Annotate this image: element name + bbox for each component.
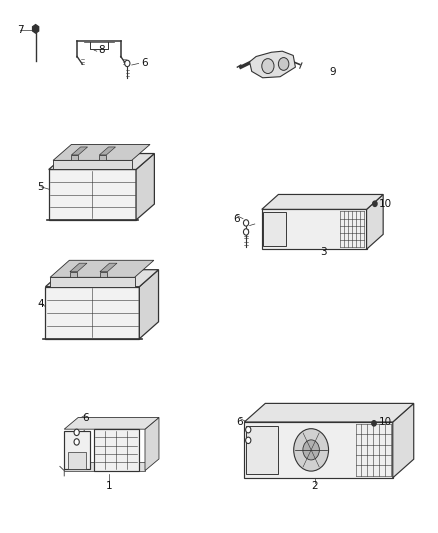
Text: 10: 10 xyxy=(378,417,392,427)
Polygon shape xyxy=(64,417,159,429)
Polygon shape xyxy=(71,147,88,155)
Text: 3: 3 xyxy=(321,247,327,256)
Polygon shape xyxy=(367,195,383,249)
Bar xyxy=(244,422,393,478)
Text: 6: 6 xyxy=(141,59,148,68)
Text: 5: 5 xyxy=(38,182,44,192)
FancyBboxPatch shape xyxy=(46,287,139,339)
Circle shape xyxy=(74,439,79,445)
Circle shape xyxy=(125,60,130,67)
Text: 8: 8 xyxy=(98,45,104,54)
Polygon shape xyxy=(99,147,116,155)
Bar xyxy=(71,155,78,160)
Bar xyxy=(64,462,145,471)
Bar xyxy=(262,209,367,249)
Polygon shape xyxy=(393,403,414,478)
Polygon shape xyxy=(100,263,117,272)
Bar xyxy=(64,431,90,469)
Text: 7: 7 xyxy=(17,25,24,35)
Circle shape xyxy=(244,229,249,235)
Polygon shape xyxy=(244,403,414,422)
Polygon shape xyxy=(139,270,159,339)
Circle shape xyxy=(294,429,328,471)
Polygon shape xyxy=(46,270,159,287)
Bar xyxy=(263,212,286,246)
Circle shape xyxy=(303,440,319,460)
Text: 6: 6 xyxy=(82,413,89,423)
Text: 10: 10 xyxy=(378,199,392,209)
Bar xyxy=(50,277,134,287)
Polygon shape xyxy=(250,51,295,78)
Text: 9: 9 xyxy=(329,68,336,77)
Bar xyxy=(53,160,132,169)
Bar xyxy=(70,272,78,277)
Circle shape xyxy=(246,437,251,443)
Circle shape xyxy=(246,426,251,433)
Bar xyxy=(246,426,278,474)
FancyBboxPatch shape xyxy=(49,169,136,220)
Text: 6: 6 xyxy=(233,214,240,224)
Bar xyxy=(99,155,106,160)
Circle shape xyxy=(373,201,377,206)
Circle shape xyxy=(244,220,249,226)
Polygon shape xyxy=(53,144,150,160)
Polygon shape xyxy=(136,154,154,220)
Polygon shape xyxy=(70,263,87,272)
Circle shape xyxy=(372,421,376,426)
Circle shape xyxy=(262,59,274,74)
Polygon shape xyxy=(262,195,383,209)
Circle shape xyxy=(74,429,79,435)
Text: 1: 1 xyxy=(106,481,112,490)
Text: 2: 2 xyxy=(312,481,318,490)
Polygon shape xyxy=(49,154,154,169)
Polygon shape xyxy=(50,260,154,277)
Bar xyxy=(68,452,86,469)
Bar xyxy=(94,429,138,471)
Bar xyxy=(100,272,107,277)
Polygon shape xyxy=(145,417,159,471)
Circle shape xyxy=(279,58,289,70)
Text: 6: 6 xyxy=(237,417,243,427)
Text: 4: 4 xyxy=(38,298,44,309)
